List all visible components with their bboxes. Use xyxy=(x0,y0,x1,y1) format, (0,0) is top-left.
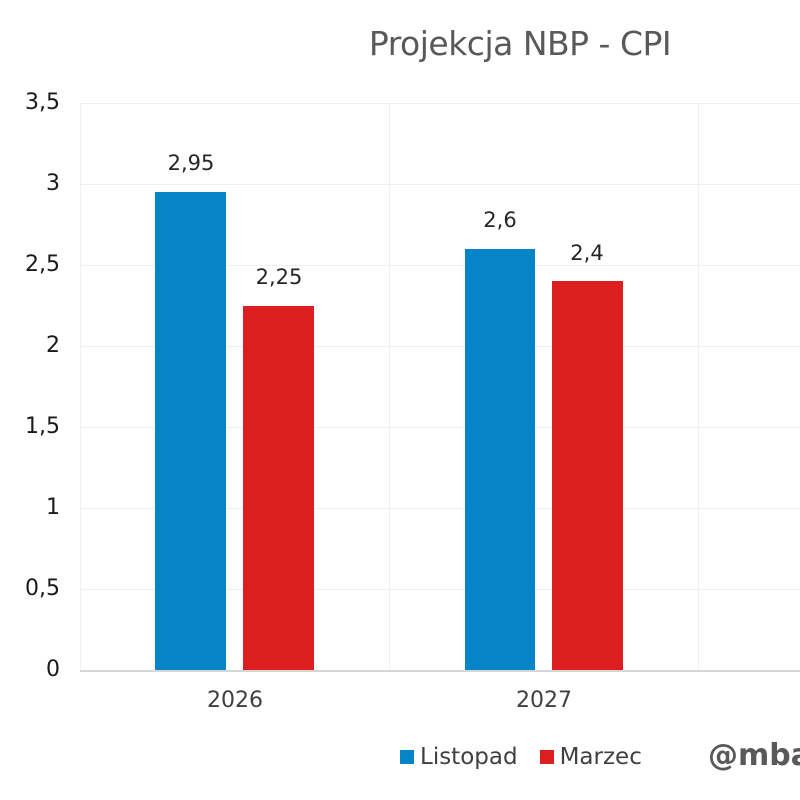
x-tick: 2026 xyxy=(207,688,263,713)
bar-listopad-2027 xyxy=(465,249,535,670)
bar-listopad-2026 xyxy=(155,192,226,670)
gridline xyxy=(80,103,800,104)
legend: Listopad Marzec xyxy=(400,744,664,770)
y-tick: 2 xyxy=(46,333,60,358)
legend-swatch-icon xyxy=(400,750,414,764)
chart-title: Projekcja NBP - CPI xyxy=(368,24,672,63)
y-tick: 3,5 xyxy=(25,90,60,115)
legend-label: Marzec xyxy=(559,744,642,770)
bar-marzec-2026 xyxy=(243,306,314,670)
data-label: 2,4 xyxy=(570,241,604,265)
gridline xyxy=(80,103,81,670)
gridline xyxy=(80,346,800,347)
x-axis-line xyxy=(80,670,800,672)
y-tick: 1,5 xyxy=(25,414,60,439)
y-tick: 1 xyxy=(46,495,60,520)
y-tick: 0,5 xyxy=(25,576,60,601)
data-label: 2,6 xyxy=(483,208,517,232)
x-tick: 2027 xyxy=(516,688,572,713)
watermark: @mba xyxy=(708,738,800,773)
legend-item-listopad: Listopad xyxy=(400,744,518,770)
y-tick: 3 xyxy=(46,171,60,196)
gridline xyxy=(80,184,800,185)
legend-label: Listopad xyxy=(420,744,518,770)
legend-swatch-icon xyxy=(539,750,554,764)
gridline xyxy=(80,589,800,590)
bar-marzec-2027 xyxy=(552,281,623,670)
gridline xyxy=(80,508,800,509)
plot-area xyxy=(80,103,800,672)
gridline xyxy=(698,103,699,670)
data-label: 2,25 xyxy=(255,265,303,289)
gridline xyxy=(80,265,800,266)
legend-item-marzec: Marzec xyxy=(539,744,642,770)
data-label: 2,95 xyxy=(167,151,215,175)
y-tick: 2,5 xyxy=(25,252,60,277)
gridline xyxy=(80,427,800,428)
y-tick: 0 xyxy=(46,657,60,682)
gridline xyxy=(389,103,390,670)
